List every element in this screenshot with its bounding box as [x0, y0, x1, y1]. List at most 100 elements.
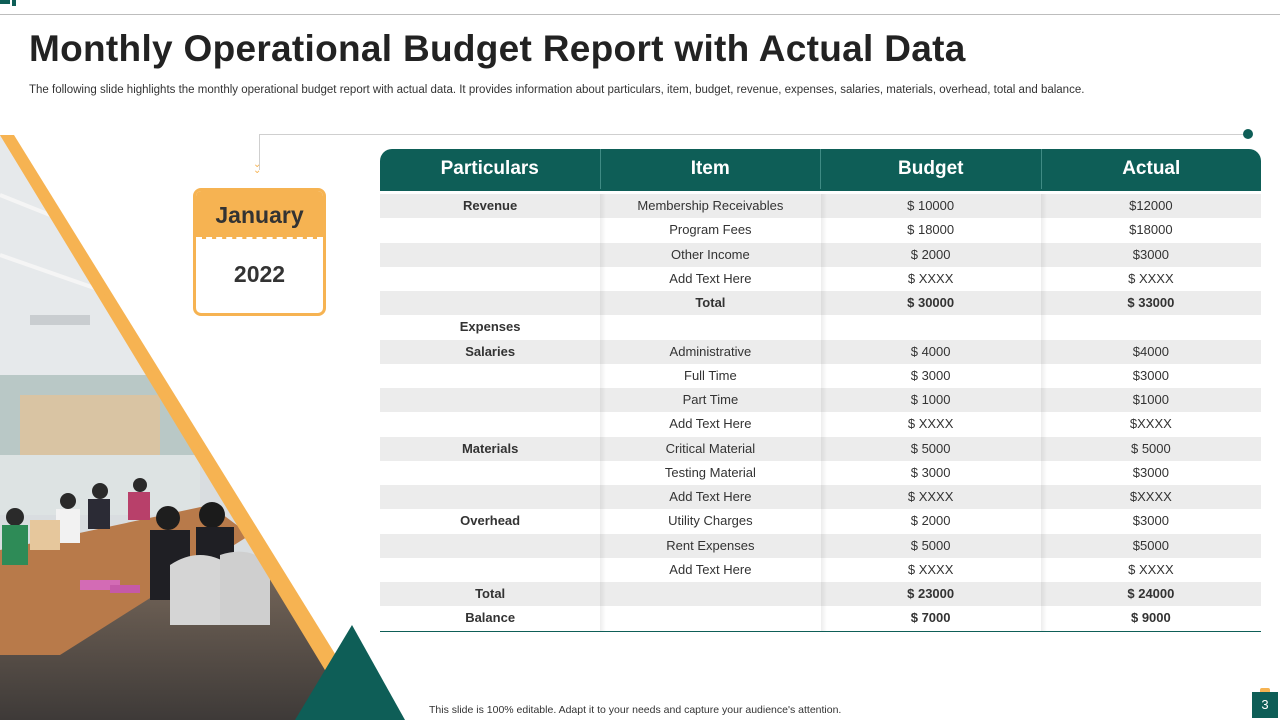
budget-cell: $ 7000 — [820, 606, 1041, 631]
particular-cell: Overhead — [460, 513, 521, 529]
top-divider — [0, 14, 1280, 15]
budget-cell: $ 18000 — [820, 218, 1041, 243]
slide-title: Monthly Operational Budget Report with A… — [29, 28, 966, 69]
table-row: Total $ 30000 $ 33000 — [380, 291, 1261, 316]
table-row: Revenue Membership Receivables $ 10000 $120… — [380, 194, 1261, 219]
particular-cell: Expenses — [459, 319, 521, 335]
budget-cell: $ 5000 — [820, 436, 1041, 462]
table-row: Total $ 23000 $ 24000 — [380, 582, 1261, 607]
table-row: Part Time $ 1000 $1000 — [380, 388, 1261, 413]
table-header: Particulars Item Budget Actual — [380, 149, 1261, 192]
actual-cell: $12000 — [1040, 194, 1261, 219]
particular-cell — [380, 461, 600, 485]
date-connector — [259, 134, 260, 170]
budget-cell: $ 3000 — [820, 460, 1041, 486]
budget-cell: $ 10000 — [820, 194, 1041, 219]
item-cell — [600, 582, 820, 607]
table-row: Expenses — [380, 315, 1261, 340]
table-row: Add Text Here $ XXXX $ XXXX — [380, 557, 1261, 583]
actual-cell: $ XXXX — [1040, 266, 1261, 292]
footer-note: This slide is 100% editable. Adapt it to… — [429, 704, 842, 716]
table-row: Add Text Here $ XXXX $XXXX — [380, 412, 1261, 437]
item-cell: Utility Charges — [600, 509, 820, 534]
table-row: Rent Expenses $ 5000 $5000 — [380, 533, 1261, 559]
item-cell: Rent Expenses — [600, 533, 820, 559]
particular-cell — [380, 218, 600, 242]
budget-cell: $ XXXX — [820, 485, 1041, 510]
actual-cell: $XXXX — [1040, 485, 1261, 510]
slide-subtitle: The following slide highlights the month… — [29, 84, 1085, 96]
timeline-line — [259, 134, 1248, 135]
particular-cell — [380, 412, 600, 436]
item-cell: Add Text Here — [600, 485, 820, 510]
budget-cell: $ 3000 — [820, 363, 1041, 389]
item-cell: Administrative — [600, 339, 820, 365]
table-row: Full Time $ 3000 $3000 — [380, 363, 1261, 389]
table-row: Testing Material $ 3000 $3000 — [380, 460, 1261, 486]
item-cell: Critical Material — [600, 436, 820, 462]
budget-cell: $ 5000 — [820, 533, 1041, 559]
table-body: Revenue Membership Receivables $ 10000 $120… — [380, 194, 1261, 632]
actual-cell: $18000 — [1040, 218, 1261, 243]
page-number-tab — [1260, 688, 1270, 692]
item-cell: Program Fees — [600, 218, 820, 243]
corner-mark — [0, 0, 18, 8]
date-card: January 2022 — [193, 188, 326, 316]
budget-cell: $ 2000 — [820, 242, 1041, 268]
budget-cell: $ XXXX — [820, 557, 1041, 583]
item-cell: Add Text Here — [600, 412, 820, 437]
item-cell: Part Time — [600, 388, 820, 413]
particular-cell — [380, 534, 600, 558]
actual-cell: $4000 — [1040, 339, 1261, 365]
table-row: Materials Critical Material $ 5000 $ 5000 — [380, 436, 1261, 462]
page-number: 3 — [1252, 692, 1278, 718]
table-row: Salaries Administrative $ 4000 $4000 — [380, 339, 1261, 365]
particular-cell — [380, 558, 600, 582]
particular-cell — [380, 243, 600, 267]
budget-cell: $ 23000 — [820, 582, 1041, 607]
particular-cell: Salaries — [465, 343, 516, 359]
actual-cell: $3000 — [1040, 509, 1261, 534]
particular-cell: Balance — [465, 610, 516, 626]
date-month: January — [196, 191, 323, 239]
table-row: Overhead Utility Charges $ 2000 $3000 — [380, 509, 1261, 534]
actual-cell: $3000 — [1040, 460, 1261, 486]
header-particulars: Particulars — [380, 149, 601, 189]
table-row: Balance $ 7000 $ 9000 — [380, 606, 1261, 631]
actual-cell: $ 5000 — [1040, 436, 1261, 462]
particular-cell — [380, 388, 600, 412]
table-row: Add Text Here $ XXXX $ XXXX — [380, 266, 1261, 292]
item-cell — [600, 315, 820, 340]
budget-cell: $ 1000 — [820, 388, 1041, 413]
actual-cell — [1040, 315, 1261, 340]
budget-table: Particulars Item Budget Actual Revenue Me… — [380, 149, 1261, 632]
table-row: Program Fees $ 18000 $18000 — [380, 218, 1261, 243]
timeline-dot — [1243, 129, 1253, 139]
actual-cell: $ 9000 — [1040, 606, 1261, 631]
budget-cell — [820, 315, 1041, 340]
actual-cell: $XXXX — [1040, 412, 1261, 437]
item-cell: Membership Receivables — [600, 194, 820, 219]
actual-cell: $ 24000 — [1040, 582, 1261, 607]
chevron-down-icon: ⌄ ⌄ — [253, 159, 262, 176]
particular-cell — [380, 485, 600, 509]
particular-cell: Total — [475, 586, 506, 601]
item-cell: Testing Material — [600, 460, 820, 486]
actual-cell: $3000 — [1040, 242, 1261, 268]
date-year: 2022 — [233, 261, 286, 287]
actual-cell: $ 33000 — [1040, 291, 1261, 316]
actual-cell: $5000 — [1040, 533, 1261, 559]
item-cell: Total — [600, 291, 820, 316]
table-row: Add Text Here $ XXXX $XXXX — [380, 485, 1261, 510]
header-actual: Actual — [1122, 158, 1181, 179]
item-cell: Add Text Here — [600, 266, 820, 292]
actual-cell: $3000 — [1040, 363, 1261, 389]
actual-cell: $1000 — [1040, 388, 1261, 413]
header-item: Item — [601, 149, 821, 189]
budget-cell: $ XXXX — [820, 266, 1041, 292]
table-row: Other Income $ 2000 $3000 — [380, 242, 1261, 268]
item-cell: Add Text Here — [600, 557, 820, 583]
particular-cell: Revenue — [463, 198, 518, 213]
budget-cell: $ 4000 — [820, 339, 1041, 365]
item-cell: Other Income — [600, 242, 820, 268]
